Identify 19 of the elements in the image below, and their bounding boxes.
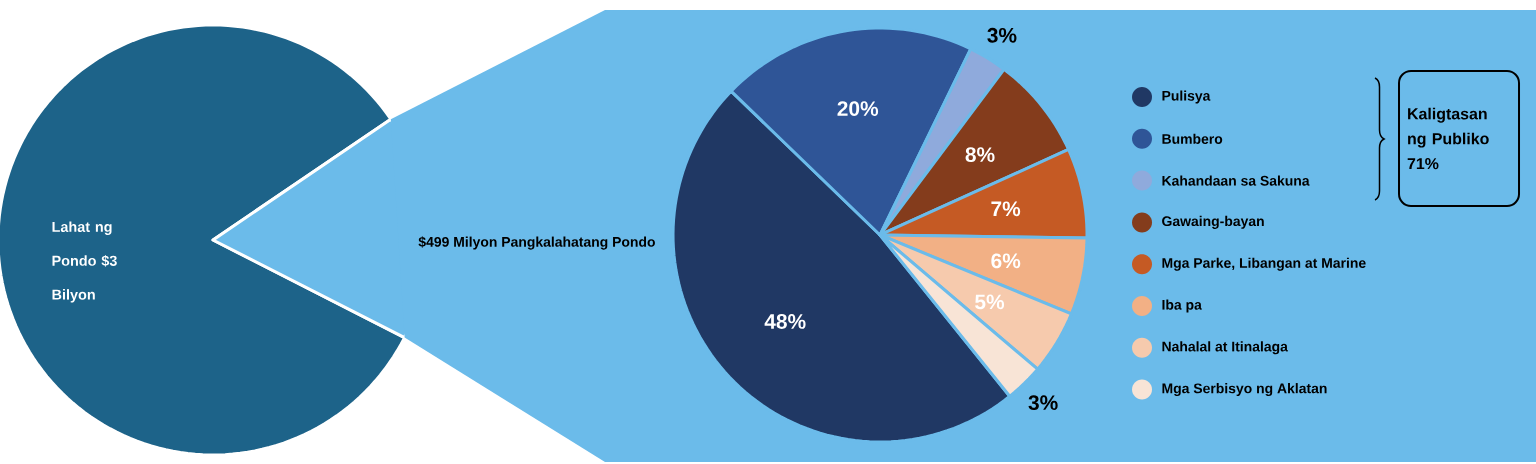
legend-label: Nahalal at Itinalaga [1162,341,1288,355]
data-label: 20% [837,101,879,116]
legend-label: Mga Serbisyo ng Aklatan [1162,383,1327,397]
legend-label: Iba pa [1162,299,1202,313]
legend-label: Pulisya [1162,90,1211,104]
legend-label: Gawaing-bayan [1162,215,1264,229]
data-label: 48% [764,314,806,329]
data-label: 5% [975,294,1005,310]
data-label: 7% [991,201,1021,217]
data-label: 8% [965,147,995,162]
legend-label: Mga Parke, Libangan at Marine [1162,257,1366,271]
data-label: 3% [987,27,1017,43]
legend-label: Kahandaan sa Sakuna [1162,175,1310,186]
text: $499 Milyon Pangkalahatang Pondo [418,236,655,250]
text: Kaligtasan ng Publiko 71% [1407,107,1489,170]
text: Lahat ng Pondo $3 Bilyon [52,221,117,303]
legend-label: Bumbero [1162,133,1223,144]
data-label: 3% [1028,395,1058,411]
data-label: 6% [991,253,1021,269]
